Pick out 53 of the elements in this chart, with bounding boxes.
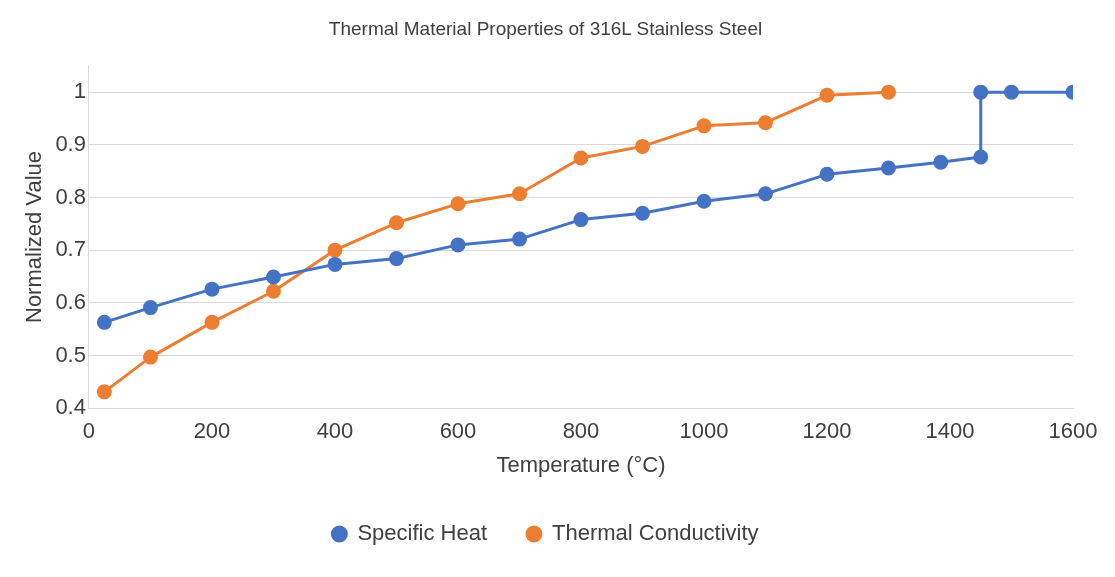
point: [450, 196, 466, 212]
y-tick-label: 0.5: [55, 341, 86, 367]
point: [204, 314, 220, 330]
point: [573, 150, 589, 166]
point: [388, 215, 404, 231]
x-tick-label: 1600: [1048, 418, 1098, 444]
x-tick-label: 1000: [679, 418, 729, 444]
chart-title: Thermal Material Properties of 316L Stainless Steel: [328, 17, 763, 39]
point: [265, 269, 281, 285]
point: [388, 251, 404, 267]
legend-label: Specific Heat: [357, 520, 487, 546]
x-tick-label: 200: [193, 418, 231, 444]
point: [881, 84, 896, 100]
point: [142, 349, 158, 365]
point: [881, 160, 896, 176]
point: [450, 237, 466, 253]
point: [327, 256, 343, 272]
y-tick-label: 0.4: [55, 394, 86, 420]
x-tick-label: 800: [562, 418, 600, 444]
y-tick-label: 0.6: [55, 288, 86, 314]
y-tick-label: 0.9: [55, 130, 86, 156]
point: [758, 115, 773, 131]
point: [696, 193, 712, 209]
legend-label: Thermal Conductivity: [551, 520, 759, 546]
point: [96, 384, 112, 400]
y-axis-title: Normalized Value: [21, 150, 47, 324]
x-tick-label: 400: [316, 418, 354, 444]
point: [973, 149, 989, 165]
point: [933, 154, 949, 170]
x-axis-title: Temperature (°C): [496, 451, 666, 477]
point: [142, 300, 158, 316]
point: [511, 186, 527, 202]
point: [511, 231, 527, 247]
point: [634, 205, 650, 221]
point: [265, 283, 281, 299]
point: [327, 242, 343, 258]
y-tick-label: 1: [73, 78, 86, 104]
point: [96, 314, 112, 330]
x-tick-label: 0: [82, 418, 96, 444]
y-tick-label: 0.8: [55, 183, 86, 209]
x-tick-label: 1400: [925, 418, 975, 444]
point: [204, 281, 220, 297]
point: [634, 138, 650, 154]
x-tick-label: 1200: [802, 418, 852, 444]
point: [819, 87, 835, 103]
point: [758, 186, 773, 202]
point: [973, 84, 989, 100]
point: [573, 212, 589, 228]
y-tick-label: 0.7: [55, 236, 86, 262]
x-tick-label: 600: [439, 418, 477, 444]
point: [696, 118, 712, 134]
point: [1004, 84, 1019, 100]
point: [819, 166, 835, 182]
